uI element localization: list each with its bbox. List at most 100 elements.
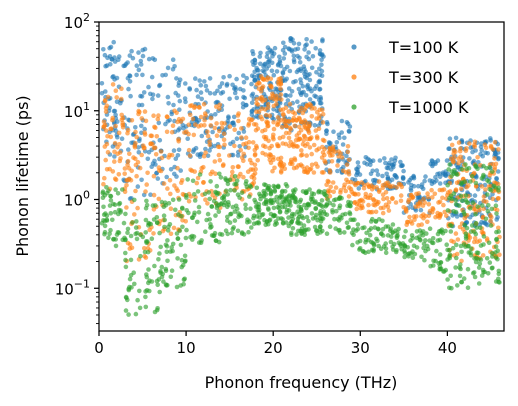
data-point	[116, 54, 122, 59]
x-tick-label: 10	[177, 339, 196, 357]
data-point	[113, 112, 118, 118]
data-point	[441, 202, 446, 208]
data-point	[371, 248, 376, 254]
data-point	[313, 212, 319, 218]
data-point	[493, 161, 499, 167]
data-point	[140, 53, 146, 59]
data-point	[444, 158, 450, 163]
data-point	[348, 203, 353, 209]
data-point	[179, 257, 185, 263]
data-point	[154, 215, 160, 220]
data-point	[232, 127, 237, 132]
data-point	[246, 121, 252, 126]
data-point	[129, 48, 134, 54]
data-point	[302, 71, 307, 76]
data-point	[227, 73, 232, 79]
data-point	[230, 226, 236, 232]
data-point	[384, 165, 390, 171]
data-point	[149, 164, 154, 169]
data-point	[216, 152, 222, 158]
data-point	[277, 54, 282, 60]
data-point	[182, 96, 188, 101]
data-point	[324, 193, 329, 199]
data-point	[286, 135, 292, 141]
data-point	[210, 129, 215, 135]
data-point	[463, 244, 468, 249]
data-point	[243, 202, 248, 208]
data-point	[398, 163, 404, 169]
data-point	[268, 83, 273, 88]
data-point	[339, 118, 345, 124]
data-point	[455, 164, 461, 170]
data-point	[255, 204, 260, 209]
data-point	[207, 142, 212, 147]
data-point	[320, 107, 325, 113]
data-point	[383, 241, 389, 246]
data-point	[239, 126, 244, 131]
data-point	[342, 230, 347, 235]
data-point	[172, 183, 177, 188]
data-point	[227, 96, 232, 102]
data-point	[291, 59, 297, 65]
data-point	[182, 253, 188, 259]
data-point	[144, 198, 149, 204]
data-point	[239, 190, 245, 195]
data-point	[241, 174, 246, 180]
data-point	[444, 242, 450, 247]
data-point	[255, 158, 260, 163]
data-point	[173, 156, 179, 161]
data-point	[254, 185, 260, 191]
data-point	[278, 155, 284, 161]
data-point	[187, 153, 193, 158]
data-point	[304, 189, 309, 194]
data-point	[419, 182, 425, 187]
data-point	[102, 223, 108, 229]
data-point	[108, 211, 114, 216]
data-point	[328, 184, 334, 190]
data-point	[252, 60, 258, 66]
data-point	[271, 119, 276, 125]
data-point	[446, 167, 452, 172]
data-point	[143, 217, 149, 223]
data-point	[430, 240, 436, 246]
data-point	[205, 211, 211, 217]
data-point	[195, 175, 201, 181]
data-point	[304, 214, 310, 220]
data-point	[286, 119, 292, 124]
data-point	[136, 102, 142, 108]
data-point	[312, 224, 318, 230]
data-point	[266, 221, 271, 227]
data-point	[225, 181, 231, 187]
data-point	[495, 215, 500, 220]
data-point	[355, 170, 360, 176]
data-point	[133, 225, 139, 230]
data-point	[250, 140, 256, 145]
data-point	[124, 205, 129, 210]
data-point	[133, 311, 139, 317]
data-point	[262, 61, 268, 67]
data-point	[316, 116, 322, 121]
data-point	[267, 145, 272, 151]
data-point	[120, 187, 125, 192]
data-point	[272, 45, 278, 51]
data-point	[114, 95, 119, 100]
data-point	[496, 279, 501, 285]
data-point	[219, 125, 225, 130]
data-point	[295, 99, 300, 104]
data-point	[139, 116, 145, 121]
data-point	[116, 211, 121, 217]
data-point	[195, 219, 200, 225]
data-point	[289, 219, 294, 224]
data-point	[495, 169, 501, 174]
data-point	[319, 62, 324, 67]
data-point	[470, 271, 476, 276]
data-point	[311, 191, 317, 197]
data-point	[234, 136, 240, 141]
data-point	[459, 249, 464, 255]
data-point	[433, 258, 438, 264]
data-point	[483, 187, 488, 192]
data-point	[458, 186, 464, 192]
data-point	[463, 193, 469, 198]
data-point	[497, 252, 502, 257]
data-point	[447, 136, 453, 141]
